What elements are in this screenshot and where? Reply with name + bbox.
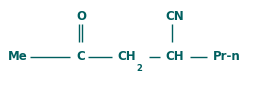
Text: CH: CH [117, 50, 136, 63]
Text: CN: CN [165, 10, 184, 23]
Text: CH: CH [165, 50, 184, 63]
Text: Me: Me [8, 50, 28, 63]
Text: 2: 2 [136, 64, 142, 73]
Text: C: C [77, 50, 86, 63]
Text: O: O [77, 10, 87, 23]
Text: Pr-n: Pr-n [213, 50, 240, 63]
